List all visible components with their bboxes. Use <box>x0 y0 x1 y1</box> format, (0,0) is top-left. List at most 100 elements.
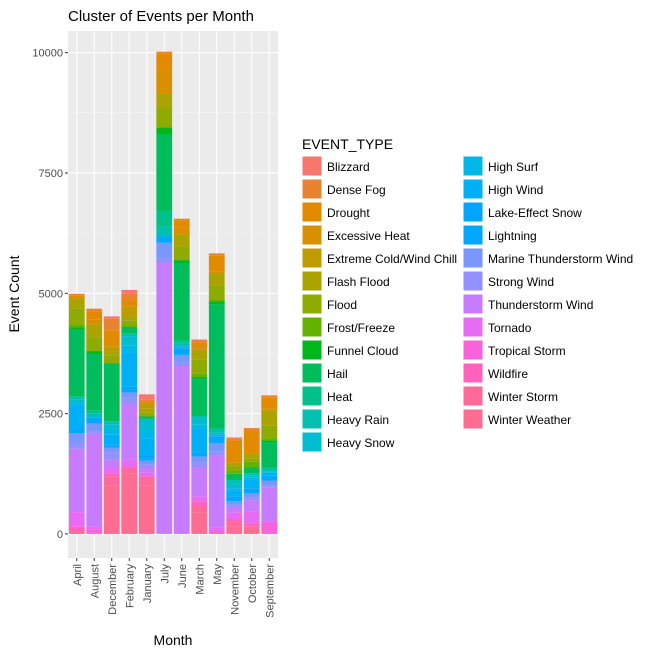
bar-segment-january-winter-weather <box>138 485 155 534</box>
bar-segment-december-lightning <box>103 445 120 448</box>
bar-segment-october-flood <box>243 458 260 462</box>
legend-item-tornado: Tornado <box>462 316 532 338</box>
bar-segment-may-funnel-cloud <box>208 301 225 305</box>
bar-segment-march-winter-storm <box>191 506 208 513</box>
bar-segment-march-extreme-cold-wind-chill <box>191 348 208 351</box>
bar-segment-october-winter-storm <box>243 526 260 530</box>
bar-segment-may-heat <box>208 428 225 430</box>
bar-segment-november-wildfire <box>226 519 243 522</box>
bar-segment-june-heavy-rain <box>173 342 190 347</box>
bar-segment-april-marine-thunderstorm-wind <box>68 433 85 444</box>
legend-swatch <box>462 339 484 361</box>
bar-segment-june-excessive-heat <box>173 227 190 235</box>
x-tick-label-may: May <box>212 564 224 585</box>
bar-segment-december-tornado <box>103 468 120 474</box>
bar-segment-october-heavy-snow <box>243 475 260 478</box>
bar-segment-january-marine-thunderstorm-wind <box>138 460 155 465</box>
bar-segment-june-flash-flood <box>173 234 190 247</box>
bar-segment-december-thunderstorm-wind <box>103 459 120 469</box>
bar-segment-september-heat <box>261 467 278 469</box>
bar-segment-april-dense-fog <box>68 293 85 296</box>
legend-item-high-wind: High Wind <box>462 178 543 200</box>
bar-segment-january-lake-effect-snow <box>138 455 155 459</box>
bar-segment-september-strong-wind <box>261 485 278 488</box>
bar-segment-october-tornado <box>243 511 260 524</box>
bar-segment-august-lightning <box>86 417 103 424</box>
bar-segment-september-drought <box>261 397 278 409</box>
bar-segment-november-lightning <box>226 496 243 502</box>
bar-segment-september-flash-flood <box>261 410 278 426</box>
bar-segment-december-dense-fog <box>103 318 120 331</box>
bar-segment-march-flood <box>191 359 208 374</box>
x-tick-label-august: August <box>89 564 101 598</box>
legend-swatch <box>301 270 323 292</box>
bar-segment-august-flood <box>86 337 103 352</box>
legend-item-blizzard: Blizzard <box>301 155 370 177</box>
bar-segment-january-lightning <box>138 458 155 461</box>
y-tick-label: 7500 <box>39 168 63 180</box>
bar-segment-june-funnel-cloud <box>173 260 190 264</box>
bar-segment-may-high-surf <box>208 432 225 435</box>
bar-segment-april-thunderstorm-wind <box>68 448 85 513</box>
bar-segment-november-marine-thunderstorm-wind <box>226 501 243 505</box>
bar-segment-november-thunderstorm-wind <box>226 507 243 513</box>
legend-item-dense-fog: Dense Fog <box>301 178 386 200</box>
bar-segment-june-drought <box>173 220 190 228</box>
bar-segment-march-lightning <box>191 452 208 457</box>
bar-segment-november-winter-weather <box>226 526 243 534</box>
bar-segment-march-heavy-rain <box>191 416 208 419</box>
bar-segment-august-flash-flood <box>86 324 103 338</box>
legend-swatch <box>301 224 323 246</box>
bar-segment-july-funnel-cloud <box>156 127 173 135</box>
bar-segment-february-high-surf <box>121 345 138 353</box>
legend-item-lightning: Lightning <box>462 224 537 246</box>
bar-segment-february-wildfire <box>121 467 138 469</box>
legend-label: Wildfire <box>488 367 528 381</box>
bar-segment-april-strong-wind <box>68 443 85 449</box>
bar-segment-march-wildfire <box>191 501 208 507</box>
y-tick-label: 2500 <box>39 409 63 421</box>
bar-segment-may-marine-thunderstorm-wind <box>208 442 225 452</box>
bar-segment-july-thunderstorm-wind <box>156 262 173 534</box>
legend-label: Flash Flood <box>327 275 390 289</box>
legend-item-wildfire: Wildfire <box>462 362 528 384</box>
bar-segment-june-thunderstorm-wind <box>173 365 190 534</box>
legend-swatch <box>462 385 484 407</box>
bar-segment-august-marine-thunderstorm-wind <box>86 423 103 432</box>
legend-swatch <box>301 247 323 269</box>
legend-item-hail: Hail <box>301 362 348 384</box>
legend-swatch <box>462 362 484 384</box>
bar-segment-march-flash-flood <box>191 350 208 360</box>
bar-segment-april-flood <box>68 308 85 325</box>
legend-item-thunderstorm-wind: Thunderstorm Wind <box>462 293 593 315</box>
legend-label: Thunderstorm Wind <box>488 298 593 312</box>
bar-segment-december-heavy-snow <box>103 424 120 430</box>
legend-swatch <box>301 316 323 338</box>
bar-segment-may-flood <box>208 285 225 300</box>
bar-segment-december-flash-flood <box>103 351 120 356</box>
bar-stack-december <box>103 316 120 534</box>
legend-swatch <box>301 385 323 407</box>
bar-segment-june-lightning <box>173 348 190 355</box>
bar-segment-december-winter-storm <box>103 476 120 486</box>
bar-segment-november-winter-storm <box>226 521 243 527</box>
bar-stack-july <box>156 51 173 534</box>
bar-segment-april-funnel-cloud <box>68 327 85 330</box>
legend-label: Strong Wind <box>488 275 554 289</box>
bar-segment-april-lake-effect-snow <box>68 428 85 430</box>
bar-segment-november-high-surf <box>226 488 243 491</box>
legend-item-high-surf: High Surf <box>462 155 539 177</box>
bar-segment-december-high-wind <box>103 434 120 445</box>
bar-segment-april-high-wind <box>68 404 85 429</box>
bar-segment-august-drought <box>86 311 103 320</box>
bar-segment-october-heavy-rain <box>243 473 260 476</box>
y-tick-label: 0 <box>57 529 63 541</box>
chart-title: Cluster of Events per Month <box>68 8 254 25</box>
y-tick-label: 10000 <box>32 48 63 60</box>
bar-segment-february-hail <box>121 326 138 334</box>
bar-segment-november-high-wind <box>226 490 243 497</box>
legend-swatch <box>462 224 484 246</box>
bar-segment-april-flash-flood <box>68 298 85 309</box>
bar-segment-july-dense-fog <box>156 51 173 54</box>
legend-item-heavy-snow: Heavy Snow <box>301 431 395 453</box>
